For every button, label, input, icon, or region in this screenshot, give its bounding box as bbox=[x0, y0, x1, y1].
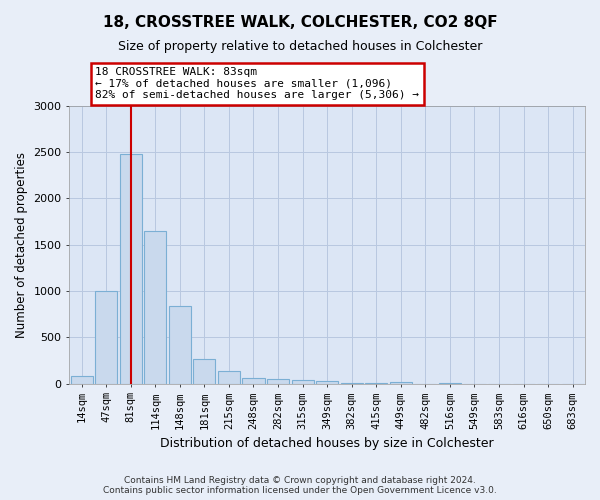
Bar bbox=[144, 231, 166, 384]
Text: 18, CROSSTREE WALK, COLCHESTER, CO2 8QF: 18, CROSSTREE WALK, COLCHESTER, CO2 8QF bbox=[103, 15, 497, 30]
Bar bbox=[169, 306, 191, 384]
Bar bbox=[242, 378, 265, 384]
Bar bbox=[267, 379, 289, 384]
Bar bbox=[119, 154, 142, 384]
Y-axis label: Number of detached properties: Number of detached properties bbox=[15, 152, 28, 338]
Bar bbox=[390, 382, 412, 384]
Bar bbox=[95, 291, 117, 384]
Text: 18 CROSSTREE WALK: 83sqm
← 17% of detached houses are smaller (1,096)
82% of sem: 18 CROSSTREE WALK: 83sqm ← 17% of detach… bbox=[95, 67, 419, 100]
Bar bbox=[316, 381, 338, 384]
Bar bbox=[292, 380, 314, 384]
Text: Contains HM Land Registry data © Crown copyright and database right 2024.
Contai: Contains HM Land Registry data © Crown c… bbox=[103, 476, 497, 495]
Bar bbox=[193, 358, 215, 384]
Bar bbox=[71, 376, 92, 384]
Bar bbox=[341, 382, 363, 384]
Bar bbox=[218, 372, 240, 384]
Text: Size of property relative to detached houses in Colchester: Size of property relative to detached ho… bbox=[118, 40, 482, 53]
X-axis label: Distribution of detached houses by size in Colchester: Distribution of detached houses by size … bbox=[160, 437, 494, 450]
